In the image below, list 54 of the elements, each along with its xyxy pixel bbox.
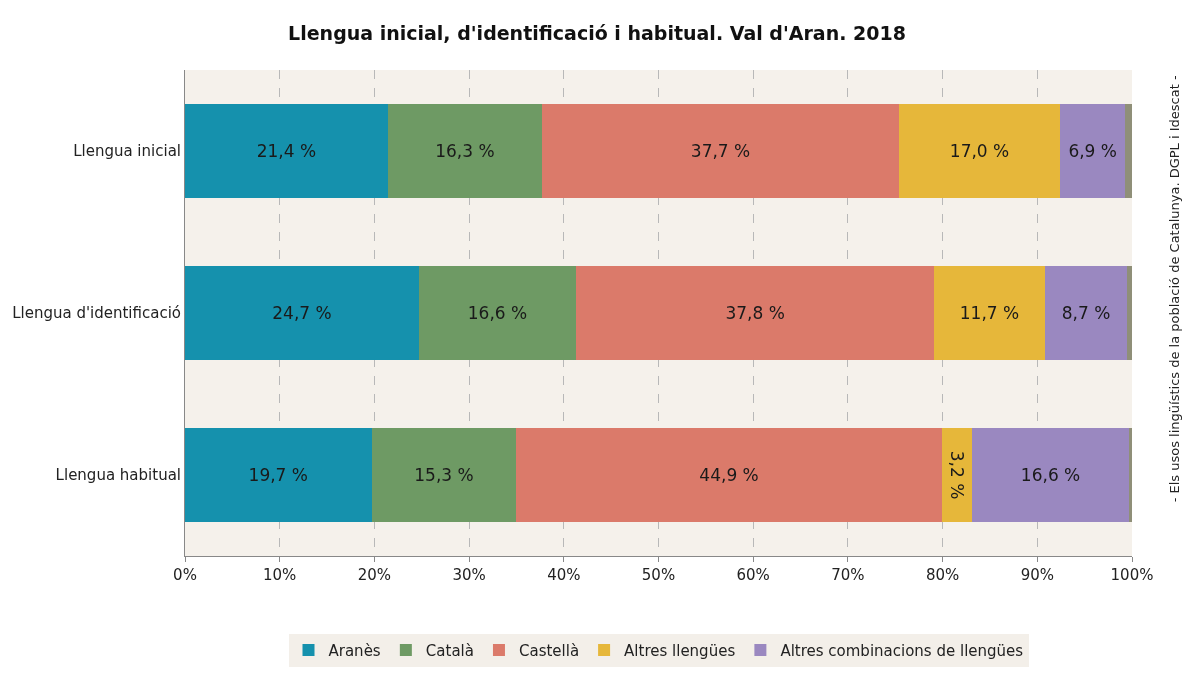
legend-label: Català [425,641,474,660]
bar [1060,104,1126,198]
x-tick-label: 100% [1110,566,1154,584]
data-label: 37,8 % [725,303,785,323]
x-tick-label: 20% [357,566,392,584]
bar [1125,104,1132,198]
legend-label: Aranès [328,641,381,660]
x-tick-label: 90% [1020,566,1054,584]
bar [941,428,972,522]
x-tick-label: 80% [925,566,960,584]
bar [1129,428,1132,522]
x-tick-label: 50% [641,566,676,584]
bar [185,428,372,522]
chart-title: Llengua inicial, d'identificació i habitual. Val d'Aran. 2018 [288,22,906,45]
x-tick-label: 40% [547,566,581,584]
data-label: 8,7 % [1061,303,1111,323]
text: - Els usos lingüístics de la població de Catalunya. DGPL i Idescat - [1166,75,1182,503]
data-label: 15,3 % [414,465,474,485]
bar [418,266,577,360]
data-label: 16,3 % [435,141,495,161]
bar [185,104,388,198]
bar [934,266,1045,360]
bar [185,266,419,360]
legend-label: Castellà [518,641,580,660]
data-label: 21,4 % [256,141,317,161]
bar [1127,266,1132,360]
y-tick-label: Llengua inicial [73,142,181,161]
x-tick-label: 30% [452,566,486,584]
legend-label: Altres llengües [624,641,736,660]
bar [516,428,942,522]
y-tick-label: Llengua habitual [55,466,181,485]
data-label: 16,6 % [1020,465,1081,485]
data-label: 17,0 % [949,141,1010,161]
data-label: 24,7 % [272,303,332,323]
bar [899,104,1061,198]
data-label: 6,9 % [1068,141,1117,161]
data-label: 44,9 % [699,465,759,485]
bar [971,428,1130,522]
x-tick-label: 10% [263,566,297,584]
x-tick-label: 0% [173,566,197,584]
data-label: 37,7 % [690,141,751,161]
x-tick-label: 70% [831,566,865,584]
bar [576,266,935,360]
data-label: 16,6 % [467,303,528,323]
data-label: 19,7 % [248,465,308,485]
bar [387,104,543,198]
bar [371,428,517,522]
legend-label: Altres combinacions de llengües [780,641,1024,660]
data-label: 11,7 % [959,303,1020,323]
bar [1044,266,1128,360]
y-tick-label: Llengua d'identificació [12,304,181,323]
x-tick-label: 60% [736,566,770,584]
data-label: 3,2 % [946,450,967,500]
bar [542,104,900,198]
